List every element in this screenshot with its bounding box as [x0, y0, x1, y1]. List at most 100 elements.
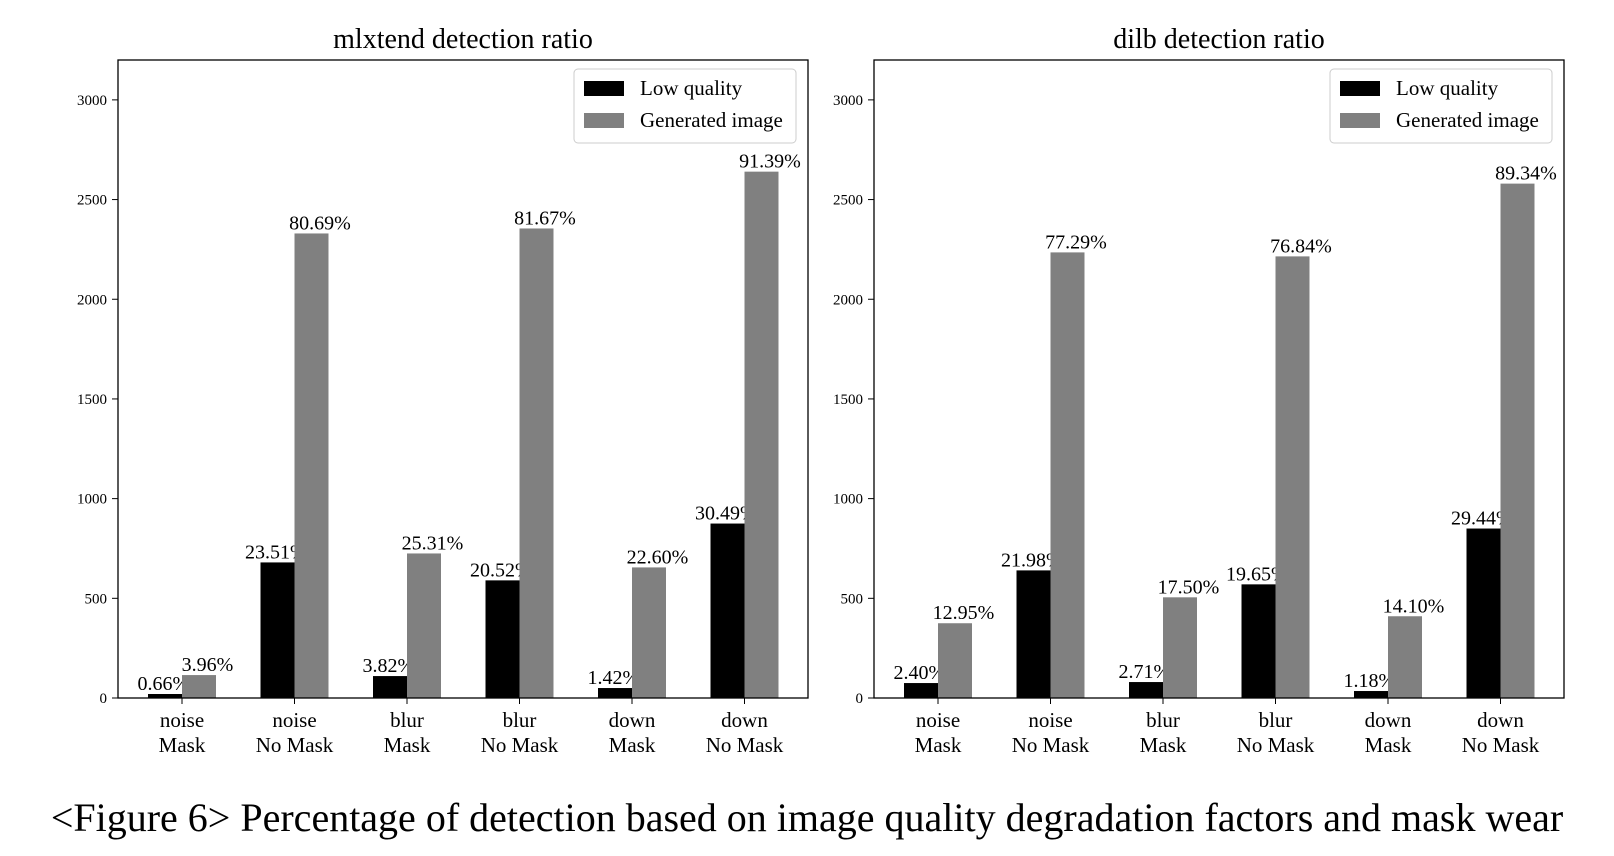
bar-generated-image	[632, 567, 666, 698]
x-tick-label: down	[609, 708, 656, 732]
x-tick-label: noise	[1028, 708, 1072, 732]
x-tick-label: No Mask	[1462, 733, 1540, 757]
data-label: 1.42%	[587, 667, 639, 689]
legend: Low quality Generated image	[1329, 68, 1553, 144]
y-tick-label: 2000	[77, 292, 107, 308]
data-label: 22.60%	[627, 546, 689, 568]
bar-generated-image	[1163, 597, 1197, 698]
bar-low-quality	[1466, 528, 1501, 698]
bar-generated-image	[744, 171, 779, 698]
x-tick-label: No Mask	[1237, 733, 1315, 757]
data-label: 1.18%	[1343, 670, 1395, 692]
bar-generated-image	[1275, 256, 1310, 698]
y-tick-label: 3000	[77, 93, 107, 109]
x-tick-label: blur	[390, 708, 424, 732]
x-tick-label: No Mask	[706, 733, 784, 757]
bar-low-quality	[148, 694, 182, 698]
data-label: 0.66%	[137, 673, 189, 695]
x-tick-label: blur	[1146, 708, 1180, 732]
legend-label: Low quality	[640, 76, 743, 100]
data-label: 19.65%	[1226, 563, 1288, 585]
data-label: 89.34%	[1495, 163, 1557, 185]
bar-low-quality	[598, 688, 632, 698]
bar-generated-image	[407, 553, 441, 698]
y-tick-label: 500	[85, 591, 108, 607]
bar-low-quality	[260, 562, 295, 698]
bar-generated-image	[1050, 252, 1085, 698]
chart-panel-1: mlxtend detection ratio 0.66% 23.51% 3.82% 2…	[77, 24, 809, 757]
legend: Low quality Generated image	[573, 68, 797, 144]
bar-generated-image	[519, 228, 554, 699]
bar-generated-image	[294, 233, 329, 699]
y-tick-label: 1500	[77, 392, 107, 408]
data-label: 81.67%	[514, 207, 576, 229]
data-label: 76.84%	[1270, 235, 1332, 257]
legend-label: Low quality	[1396, 76, 1499, 100]
x-tick-label: Mask	[384, 733, 431, 757]
chart-panel-2: dilb detection ratio 2.40% 21.98% 2.71% 19.6…	[833, 24, 1565, 757]
bar-generated-image	[938, 623, 972, 698]
data-label: 14.10%	[1383, 595, 1445, 617]
bar-generated-image	[1388, 616, 1422, 698]
y-tick-label: 1500	[833, 392, 863, 408]
bar-generated-image	[1500, 183, 1535, 699]
chart-title: dilb detection ratio	[1113, 24, 1325, 55]
x-tick-label: Mask	[915, 733, 962, 757]
x-tick-label: No Mask	[256, 733, 334, 757]
y-tick-label: 1000	[77, 492, 107, 508]
data-label: 23.51%	[245, 541, 307, 563]
plot-frame	[117, 59, 809, 699]
legend-swatch	[584, 113, 624, 128]
figure-caption: <Figure 6> Percentage of detection based…	[50, 795, 1564, 840]
data-label: 29.44%	[1451, 508, 1513, 530]
legend-label: Generated image	[1396, 108, 1539, 132]
data-label: 2.71%	[1118, 661, 1170, 683]
bar-low-quality	[1241, 584, 1276, 698]
data-label: 3.96%	[182, 654, 234, 676]
x-tick-label: No Mask	[1012, 733, 1090, 757]
y-tick-label: 3000	[833, 93, 863, 109]
data-label: 2.40%	[893, 662, 945, 684]
figure: mlxtend detection ratio 0.66% 23.51% 3.82% 2…	[77, 24, 1565, 757]
x-tick-label: noise	[272, 708, 316, 732]
bar-low-quality	[710, 523, 745, 698]
legend-swatch	[584, 81, 624, 96]
y-tick-label: 0	[100, 691, 108, 707]
x-tick-label: down	[721, 708, 768, 732]
x-tick-label: Mask	[159, 733, 206, 757]
bar-generated-image	[182, 675, 216, 698]
data-label: 77.29%	[1045, 231, 1107, 253]
bar-low-quality	[904, 683, 938, 698]
y-tick-label: 500	[841, 591, 864, 607]
x-tick-label: down	[1477, 708, 1524, 732]
x-tick-label: No Mask	[481, 733, 559, 757]
data-label: 3.82%	[362, 655, 414, 677]
y-tick-label: 2500	[833, 193, 863, 209]
x-tick-label: noise	[160, 708, 204, 732]
x-tick-label: blur	[503, 708, 537, 732]
data-label: 80.69%	[289, 212, 351, 234]
legend-swatch	[1340, 81, 1380, 96]
bar-low-quality	[485, 580, 520, 698]
x-tick-label: Mask	[1140, 733, 1187, 757]
bar-low-quality	[1129, 682, 1163, 698]
bar-low-quality	[373, 676, 407, 698]
y-tick-label: 2000	[833, 292, 863, 308]
chart-title: mlxtend detection ratio	[333, 24, 593, 55]
x-tick-label: noise	[916, 708, 960, 732]
legend-box	[573, 68, 797, 144]
x-tick-label: down	[1365, 708, 1412, 732]
legend-label: Generated image	[640, 108, 783, 132]
y-tick-label: 1000	[833, 492, 863, 508]
data-label: 21.98%	[1001, 549, 1063, 571]
y-tick-label: 2500	[77, 193, 107, 209]
data-label: 30.49%	[695, 503, 757, 525]
data-label: 20.52%	[470, 559, 532, 581]
bar-low-quality	[1354, 691, 1388, 698]
x-tick-label: blur	[1259, 708, 1293, 732]
data-label: 12.95%	[933, 602, 995, 624]
legend-box	[1329, 68, 1553, 144]
x-tick-label: Mask	[1365, 733, 1412, 757]
data-label: 25.31%	[402, 532, 464, 554]
data-label: 91.39%	[739, 151, 801, 173]
